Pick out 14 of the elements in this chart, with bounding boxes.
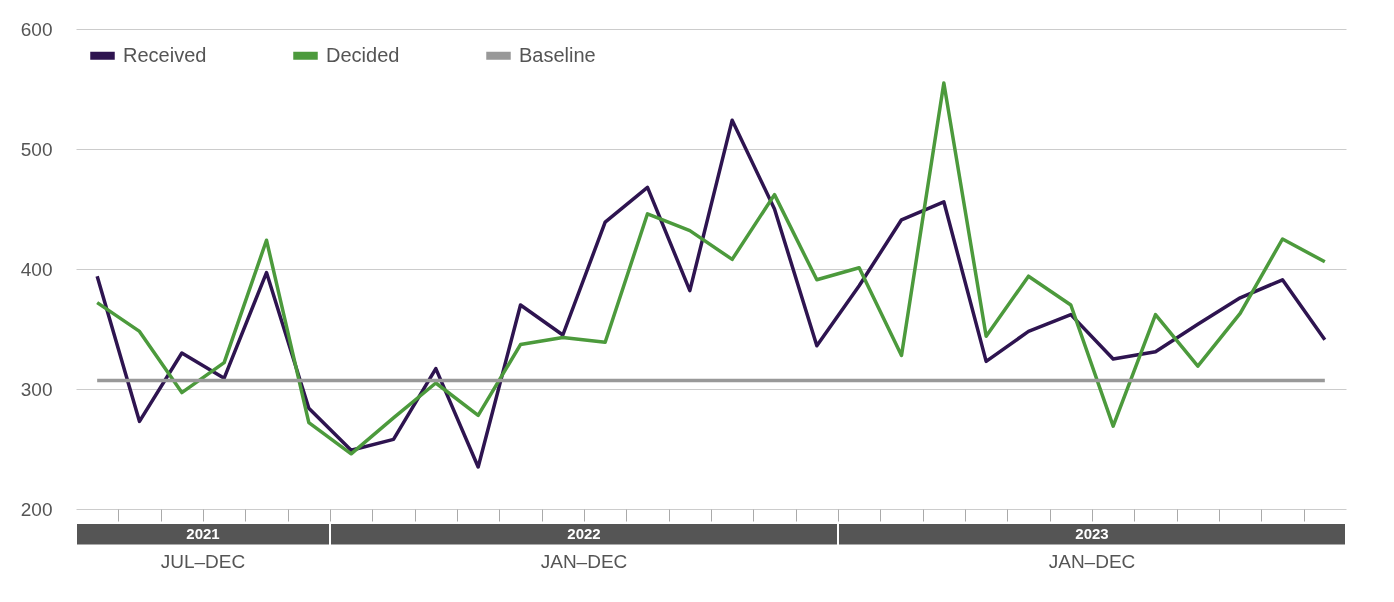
y-tick-label: 500 [20, 138, 53, 160]
y-tick-label: 200 [20, 498, 53, 520]
legend-label: Decided [326, 43, 400, 66]
text: 2021 [186, 525, 220, 543]
y-tick-label: 600 [20, 18, 53, 40]
text: JAN–DEC [1048, 551, 1136, 573]
text: JUL–DEC [160, 551, 246, 573]
y-tick-label: 400 [20, 258, 53, 280]
text: JAN–DEC [540, 551, 628, 573]
text: 2022 [567, 525, 601, 543]
legend-label: Received [123, 43, 207, 66]
y-tick-label: 300 [20, 378, 53, 400]
legend-label: Baseline [519, 43, 596, 66]
text: 2023 [1075, 525, 1109, 543]
